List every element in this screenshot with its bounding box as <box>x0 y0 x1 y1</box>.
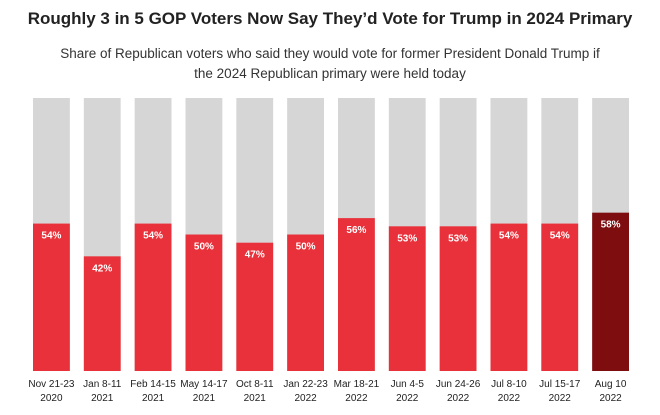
data-label: 58% <box>601 220 621 231</box>
bar <box>541 223 579 371</box>
x-tick-label-year: 2021 <box>91 393 114 404</box>
x-tick-label: Jun 24-26 <box>436 379 481 390</box>
x-tick-label: Jul 15-17 <box>539 379 581 390</box>
x-tick-label-year: 2022 <box>498 393 521 404</box>
x-tick-label-year: 2022 <box>345 393 368 404</box>
data-label: 54% <box>41 231 61 242</box>
x-tick-label-year: 2022 <box>447 393 470 404</box>
data-label: 54% <box>550 231 570 242</box>
bar <box>134 223 172 371</box>
bar <box>33 223 70 371</box>
x-tick-label-year: 2020 <box>40 393 63 404</box>
x-tick-label-year: 2022 <box>294 393 317 404</box>
x-tick-label: Feb 14-15 <box>130 379 176 390</box>
x-tick-label: Jan 22-23 <box>283 379 328 390</box>
data-label: 42% <box>92 263 112 274</box>
x-tick-label-year: 2021 <box>244 393 267 404</box>
chart-title: Roughly 3 in 5 GOP Voters Now Say They’d… <box>27 9 633 28</box>
x-tick-label-year: 2022 <box>396 393 419 404</box>
x-tick-label: Jul 8-10 <box>491 379 527 390</box>
x-tick-label: Mar 18-21 <box>334 379 380 390</box>
data-label: 50% <box>194 242 214 253</box>
data-label: 53% <box>448 233 468 244</box>
data-label: 47% <box>245 250 265 261</box>
x-tick-label: Jan 8-11 <box>83 379 122 390</box>
bar <box>388 226 426 371</box>
bar <box>287 234 324 371</box>
x-tick-label: Nov 21-23 <box>28 379 75 390</box>
bar <box>592 212 629 371</box>
x-tick-label: Aug 10 <box>595 379 627 390</box>
x-tick-label: Oct 8-11 <box>236 379 274 390</box>
x-tick-label-year: 2022 <box>599 393 622 404</box>
data-label: 54% <box>143 231 163 242</box>
data-label: 56% <box>346 225 366 236</box>
x-tick-label: Jun 4-5 <box>391 379 425 390</box>
x-tick-label-year: 2021 <box>142 393 165 404</box>
data-label: 53% <box>397 233 417 244</box>
chart-subtitle: Share of Republican voters who said they… <box>60 46 600 81</box>
bar <box>490 223 528 371</box>
x-tick-label-year: 2022 <box>549 393 572 404</box>
bar <box>185 234 223 371</box>
bar <box>83 256 121 371</box>
x-tick-label-year: 2021 <box>193 393 216 404</box>
data-label: 50% <box>296 242 316 253</box>
bar <box>338 218 375 371</box>
bar <box>236 242 274 371</box>
x-tick-label: May 14-17 <box>180 379 228 390</box>
bar <box>439 226 477 371</box>
data-label: 54% <box>499 231 519 242</box>
